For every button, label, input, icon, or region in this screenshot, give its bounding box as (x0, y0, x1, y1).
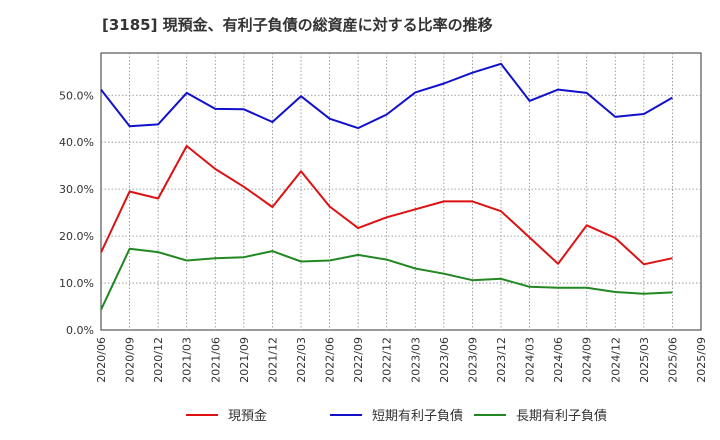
x-tick-label: 2021/06 (209, 337, 222, 383)
x-tick-label: 2024/09 (581, 337, 594, 383)
legend-item-1: 短期有利子負債 (330, 409, 463, 424)
series-line-0 (100, 145, 673, 266)
series-line-2 (100, 247, 673, 311)
plot-area (100, 52, 702, 331)
x-tick-label: 2023/09 (466, 337, 479, 383)
x-tick-label: 2024/12 (609, 337, 622, 383)
x-tick-label: 2022/09 (352, 337, 365, 383)
x-tick-label: 2024/06 (552, 337, 565, 383)
x-tick-label: 2022/06 (324, 337, 337, 383)
y-tick-label: 20.0% (59, 230, 94, 243)
legend-label: 長期有利子負債 (516, 409, 607, 424)
x-tick-label: 2023/06 (438, 337, 451, 383)
chart-title: [3185] 現預金、有利子負債の総資産に対する比率の推移 (102, 16, 493, 34)
y-tick-label: 50.0% (59, 89, 94, 102)
x-tick-label: 2020/06 (95, 337, 108, 383)
y-tick-label: 0.0% (66, 324, 94, 337)
legend-label: 現預金 (228, 408, 267, 424)
x-tick-label: 2020/09 (124, 337, 137, 383)
x-tick-label: 2025/06 (666, 337, 679, 383)
x-tick-label: 2024/03 (524, 337, 537, 383)
y-tick-label: 30.0% (59, 183, 94, 196)
legend-item-0: 現預金 (186, 408, 267, 424)
x-tick-label: 2021/12 (266, 337, 279, 383)
x-tick-label: 2021/09 (238, 337, 251, 383)
x-tick-label: 2021/03 (181, 337, 194, 383)
y-tick-label: 40.0% (59, 136, 94, 149)
x-tick-label: 2022/03 (295, 337, 308, 383)
legend-label: 短期有利子負債 (372, 409, 463, 424)
x-tick-label: 2020/12 (152, 337, 165, 383)
x-tick-label: 2022/12 (381, 337, 394, 383)
x-tick-label: 2025/09 (695, 337, 708, 383)
series-line-1 (100, 62, 673, 130)
y-tick-label: 10.0% (59, 277, 94, 290)
legend-item-2: 長期有利子負債 (474, 409, 607, 424)
x-tick-label: 2025/03 (638, 337, 651, 383)
x-tick-label: 2023/12 (495, 337, 508, 383)
x-tick-label: 2023/03 (409, 337, 422, 383)
